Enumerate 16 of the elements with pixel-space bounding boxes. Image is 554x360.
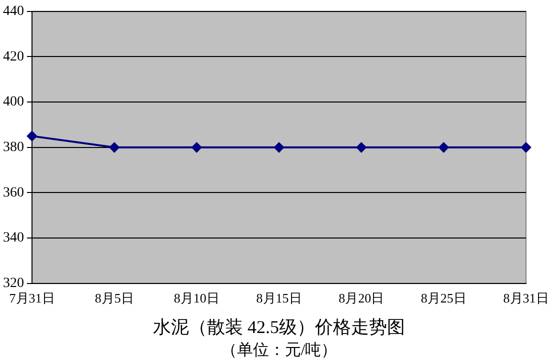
text: （单位：元/吨） <box>220 341 338 359</box>
x-tick-label: 8月25日 <box>420 290 466 306</box>
x-tick-label: 8月20日 <box>338 290 384 306</box>
y-tick-label: 400 <box>3 94 24 110</box>
y-tick-label: 380 <box>3 140 24 156</box>
y-tick-label: 340 <box>3 230 24 246</box>
text: 水泥（散装 42.5级）价格走势图 <box>153 317 405 337</box>
x-tick-label: 8月15日 <box>256 290 302 306</box>
x-tick-label: 7月31日 <box>9 290 55 306</box>
x-tick-label: 8月5日 <box>94 290 134 306</box>
x-tick-label: 8月31日 <box>503 290 549 306</box>
y-tick-label: 320 <box>3 276 24 292</box>
y-tick-label: 420 <box>3 49 24 64</box>
y-tick-label: 360 <box>3 185 24 200</box>
x-tick-label: 8月10日 <box>174 290 220 306</box>
y-tick-label: 440 <box>3 4 24 20</box>
